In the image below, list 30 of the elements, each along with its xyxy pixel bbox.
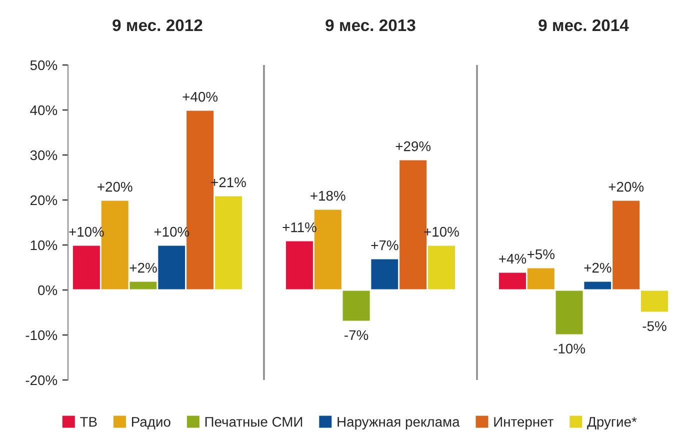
data-label: +4% bbox=[499, 254, 526, 264]
data-label: -10% bbox=[554, 344, 586, 354]
data-label: +29% bbox=[396, 141, 431, 152]
legend-label: Печатные СМИ bbox=[205, 416, 302, 427]
x-tick-label: 9 мес. 2013 bbox=[326, 19, 416, 32]
y-tick-label: 20% bbox=[30, 195, 58, 206]
data-label: +5% bbox=[527, 249, 554, 260]
y-tick-label: 0% bbox=[38, 285, 58, 296]
legend-label: ТВ bbox=[80, 417, 97, 427]
data-label: +2% bbox=[584, 262, 612, 273]
data-label: +20% bbox=[608, 182, 644, 192]
data-label: -5% bbox=[642, 321, 666, 332]
data-label: +20% bbox=[98, 182, 132, 192]
legend-label: Наружная реклама bbox=[338, 417, 460, 430]
y-tick-label: -20% bbox=[26, 375, 58, 386]
data-label: -7% bbox=[344, 330, 368, 340]
x-tick-label: 9 мес. 2012 bbox=[112, 19, 202, 32]
data-label: +40% bbox=[182, 92, 218, 102]
y-tick-label: 40% bbox=[30, 105, 58, 116]
y-tick-label: 50% bbox=[30, 60, 58, 70]
y-tick-label: 10% bbox=[30, 240, 58, 250]
legend-label: Радио bbox=[132, 417, 170, 430]
legend-label: Другие* bbox=[587, 417, 637, 430]
data-label: +18% bbox=[310, 190, 346, 201]
data-label: +7% bbox=[371, 240, 398, 250]
legend-label: Интернет bbox=[494, 417, 554, 430]
y-tick-label: 30% bbox=[30, 150, 58, 160]
x-tick-label: 9 мес. 2014 bbox=[538, 19, 629, 32]
data-label: +2% bbox=[130, 262, 157, 273]
y-tick-label: -10% bbox=[26, 330, 58, 340]
